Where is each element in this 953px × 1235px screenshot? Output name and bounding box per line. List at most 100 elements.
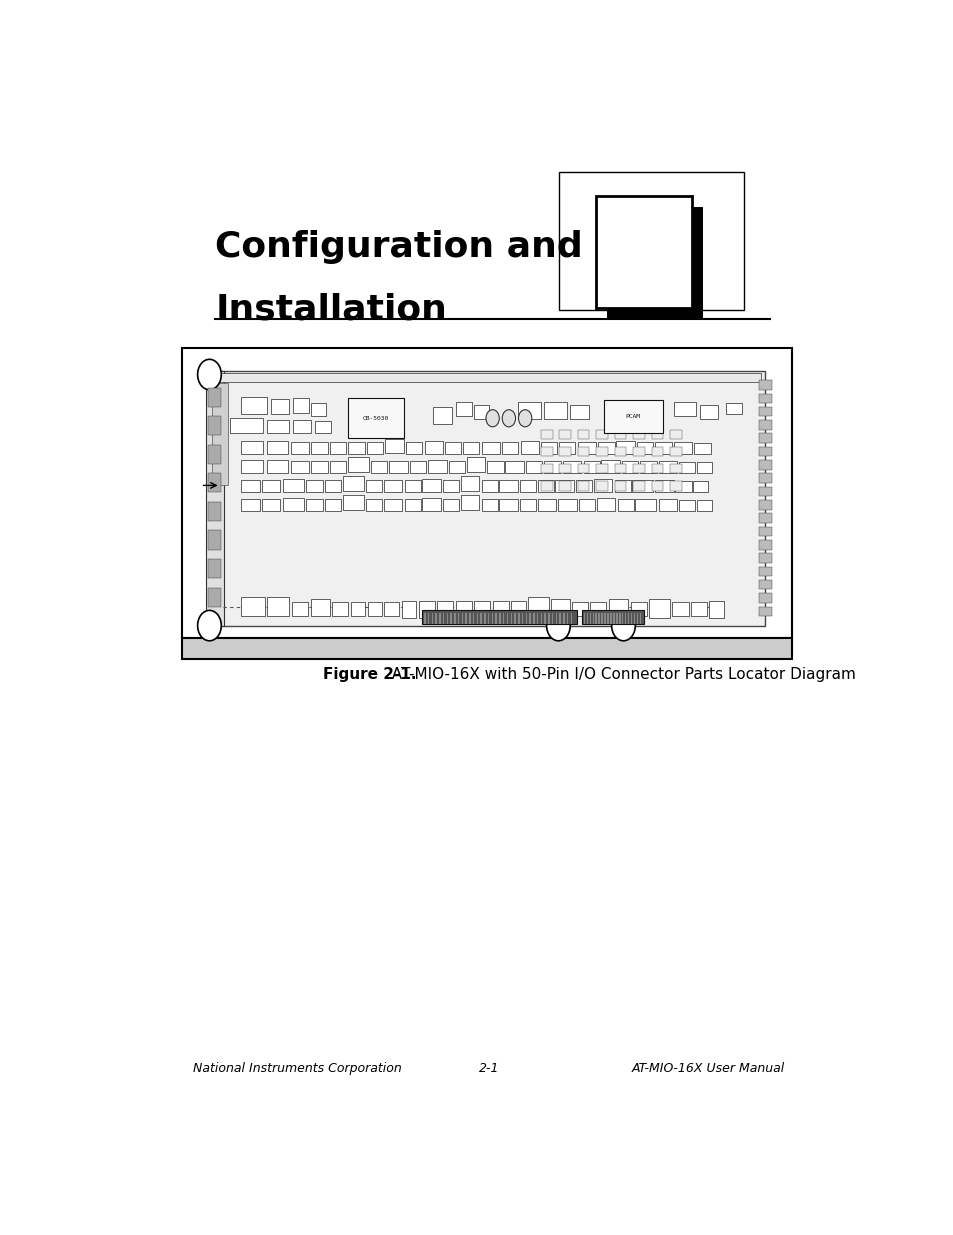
Bar [614,447,626,456]
Bar [442,499,459,511]
Bar [694,443,710,454]
Text: 2-1: 2-1 [478,1062,498,1076]
Bar [208,531,221,550]
Bar [514,613,516,624]
Bar [577,464,589,473]
Bar [555,613,557,624]
Bar [758,406,771,416]
Bar [697,500,712,511]
Bar [262,499,280,511]
Bar [502,613,504,624]
Bar [659,461,677,473]
Bar [679,462,695,473]
Bar [603,613,605,624]
Bar [311,599,330,616]
Text: National Instruments Corporation: National Instruments Corporation [193,1062,401,1076]
Bar [324,480,341,493]
Bar [758,567,771,576]
Bar [460,477,478,490]
Bar [518,403,540,419]
Bar [492,601,508,618]
Bar [450,613,452,624]
Bar [570,613,572,624]
Bar [627,613,629,624]
Bar [651,464,662,473]
Bar [481,480,497,493]
Text: PCAM: PCAM [625,415,639,420]
Bar [616,613,617,624]
Bar [540,447,552,456]
Bar [758,461,771,469]
Bar [583,613,584,624]
Bar [241,461,263,473]
Bar [595,613,597,624]
Bar [501,442,518,454]
Bar [267,461,288,473]
Bar [208,501,221,521]
Bar [614,464,626,473]
Bar [597,498,615,511]
Bar [330,461,346,473]
Bar [461,613,462,624]
Bar [630,613,632,624]
Bar [758,380,771,390]
Bar [578,499,595,511]
Bar [431,613,433,624]
Bar [617,499,633,511]
Bar [758,580,771,589]
Bar [505,461,523,473]
Bar [428,461,446,473]
Bar [651,482,662,490]
Bar [481,442,499,454]
Bar [491,613,493,624]
Bar [724,403,741,415]
Bar [558,430,571,440]
Bar [332,601,348,616]
Circle shape [197,359,221,390]
Bar [758,526,771,536]
Bar [758,514,771,522]
Bar [351,601,365,616]
Bar [633,430,644,440]
Bar [552,613,553,624]
Bar [633,447,644,456]
Bar [581,610,643,624]
Bar [540,482,552,490]
Text: Installation: Installation [215,293,447,327]
Bar [758,606,771,616]
Bar [614,480,630,493]
Bar [758,540,771,550]
Bar [558,499,577,511]
Bar [669,430,681,440]
Bar [519,499,536,511]
Bar [598,613,599,624]
Bar [435,613,436,624]
Bar [311,461,328,473]
Bar [422,479,440,493]
Bar [679,500,695,511]
Bar [576,480,592,493]
Bar [618,613,619,624]
Bar [484,613,485,624]
Bar [511,601,525,618]
Bar [548,613,549,624]
Bar [558,464,571,473]
Bar [692,482,707,493]
Circle shape [485,410,498,427]
Bar [324,499,341,511]
Circle shape [501,410,515,427]
Bar [540,430,552,440]
Bar [577,442,596,454]
Bar [577,447,589,456]
Bar [649,599,669,618]
Bar [206,370,224,626]
Bar [418,601,435,618]
Bar [267,420,289,433]
Bar [562,461,580,473]
Bar [271,399,289,415]
Bar [669,482,681,490]
Bar [655,442,671,454]
Bar [480,613,481,624]
Bar [708,601,723,618]
Bar [449,461,465,473]
